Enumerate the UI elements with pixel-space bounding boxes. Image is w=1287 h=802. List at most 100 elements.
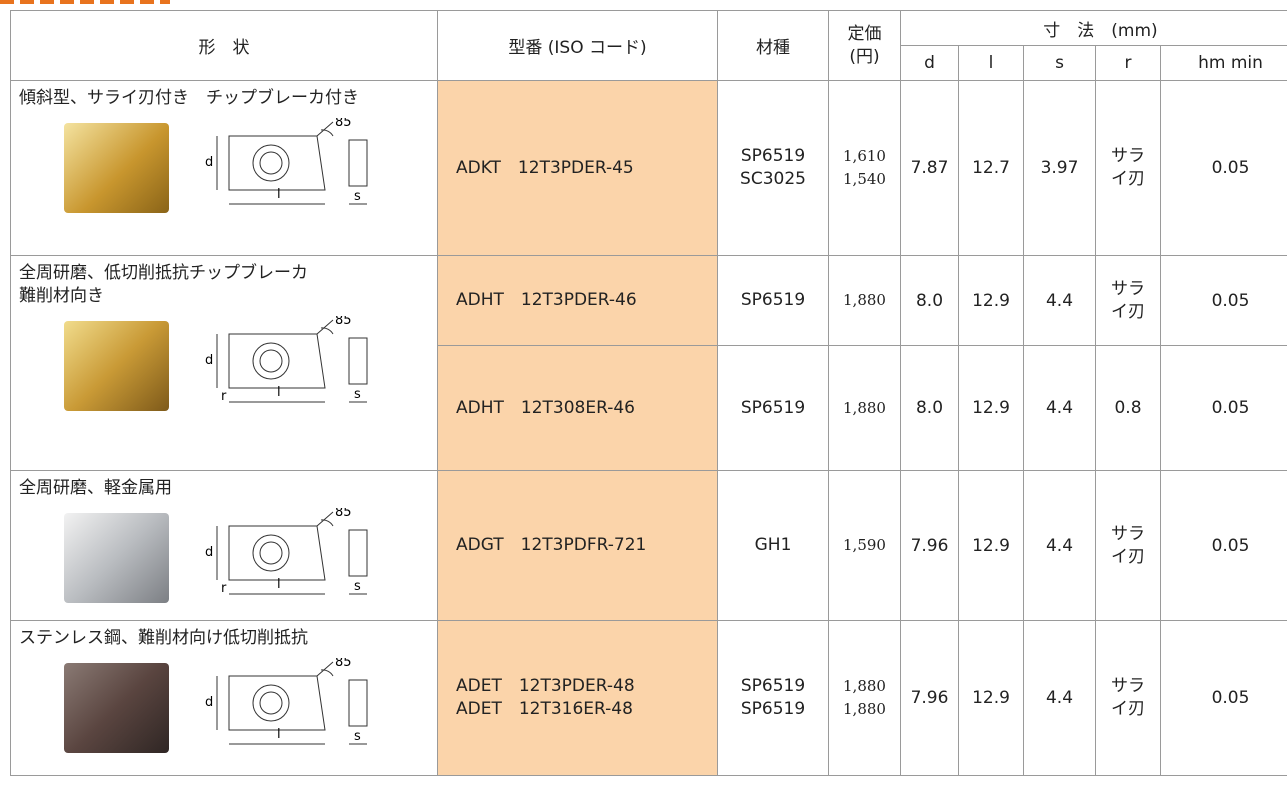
insert-drawing: 85˚ d l s r <box>205 508 368 596</box>
text: 1,880 <box>843 677 886 695</box>
model-cell: ADET 12T3PDER-48 ADET 12T316ER-48 <box>437 620 718 776</box>
text: ADHT 12T308ER-46 <box>456 397 635 418</box>
dim-l: 12.9 <box>958 470 1024 621</box>
drawing-line <box>252 342 290 380</box>
drawing-line <box>259 691 283 715</box>
text: イ刃 <box>1111 699 1145 719</box>
drawing-line <box>348 139 368 187</box>
insert-drawing: 85˚ d l s <box>205 658 368 745</box>
header-dims: 寸 法 (mm) <box>900 10 1287 46</box>
drawing-line <box>252 144 290 182</box>
drawing-line <box>316 511 334 527</box>
drawing-label: r <box>221 581 227 596</box>
text: 全周研磨、低切削抵抗チップブレーカ <box>19 263 308 283</box>
dim-d: 8.0 <box>900 345 959 471</box>
price-cell: 1,610 1,540 <box>828 80 901 256</box>
drawing-label: d <box>205 695 213 710</box>
drawing-label: s <box>354 579 361 594</box>
drawing-label: d <box>205 353 213 368</box>
text: ステンレス鋼、難削材向け低切削抵抗 <box>19 628 308 648</box>
dim-s: 3.97 <box>1023 80 1096 256</box>
dim-d: 7.87 <box>900 80 959 256</box>
drawing-line <box>252 684 290 722</box>
dim-hm: 0.05 <box>1160 80 1287 256</box>
table-row: 傾斜型、サライ刃付き チップブレーカ付き 85˚ d l s ADKT 12T3PDER-… <box>10 80 1287 256</box>
dim-l: 12.9 <box>958 255 1024 346</box>
insert-drawing: 85˚ d l s <box>205 118 368 205</box>
drawing-label: l <box>277 385 281 400</box>
header-model: 型番 (ISO コード) <box>437 10 718 81</box>
text: SP6519 <box>740 397 806 418</box>
dim-l: 12.9 <box>958 620 1024 776</box>
dim-r: サラ イ刃 <box>1095 255 1161 346</box>
dim-d: 7.96 <box>900 470 959 621</box>
grade-cell: SP6519 <box>717 255 829 346</box>
drawing-line <box>348 337 368 385</box>
drawing-label: r <box>221 389 227 404</box>
drawing-line <box>348 679 368 727</box>
text: SP6519 <box>740 146 806 166</box>
text: SP6519 <box>740 676 806 696</box>
insert-photo <box>64 321 169 411</box>
shape-cell: 全周研磨、軽金属用 85˚ d l s r <box>10 470 438 621</box>
drawing-line <box>316 121 334 137</box>
insert-photo <box>64 513 169 603</box>
dim-hm: 0.05 <box>1160 470 1287 621</box>
insert-table: 形 状 型番 (ISO コード) 材種 定価 (円) 寸 法 (mm) d l s r h… <box>10 10 1287 776</box>
drawing-label: 85˚ <box>335 118 358 130</box>
text: SC3025 <box>740 169 806 189</box>
dim-hm: 0.05 <box>1160 345 1287 471</box>
dim-s: 4.4 <box>1023 345 1096 471</box>
dim-d: 7.96 <box>900 620 959 776</box>
grade-cell: SP6519 SC3025 <box>717 80 829 256</box>
drawing-line <box>348 529 368 577</box>
table-row: 全周研磨、軽金属用 85˚ d l s r ADGT 12T3PDFR-721 GH1 1,59… <box>10 470 1287 621</box>
drawing-line <box>259 349 283 373</box>
text: 0.8 <box>1114 397 1142 418</box>
text: SP6519 <box>740 699 806 719</box>
dim-r: サラ イ刃 <box>1095 470 1161 621</box>
insert-photo <box>64 123 169 213</box>
drawing-line <box>228 525 326 581</box>
drawing-line <box>228 333 326 389</box>
shape-cell: ステンレス鋼、難削材向け低切削抵抗 85˚ d l s <box>10 620 438 776</box>
grade-cell: SP6519 SP6519 <box>717 620 829 776</box>
drawing-line <box>316 319 334 335</box>
header-price: 定価 (円) <box>828 10 901 81</box>
grade-cell: SP6519 <box>717 345 829 471</box>
drawing-label: s <box>354 729 361 744</box>
text: サラ <box>1111 146 1145 166</box>
drawing-label: 85˚ <box>335 658 358 670</box>
drawing-line <box>252 534 290 572</box>
drawing-label: l <box>277 577 281 592</box>
drawing-label: l <box>277 187 281 202</box>
text: ADGT 12T3PDFR-721 <box>456 535 647 555</box>
text: ADET 12T3PDER-48 <box>456 676 635 696</box>
insert-drawing: 85˚ d l s r <box>205 316 368 404</box>
drawing-line <box>259 151 283 175</box>
text: 1,880 <box>843 700 886 718</box>
dim-r: 0.8 <box>1095 345 1161 471</box>
header-dim: s <box>1023 45 1096 81</box>
shape-cell: 傾斜型、サライ刃付き チップブレーカ付き 85˚ d l s <box>10 80 438 256</box>
price-cell: 1,880 <box>828 255 901 346</box>
drawing-line <box>259 541 283 565</box>
header-shape: 形 状 <box>10 10 438 81</box>
header-grade: 材種 <box>717 10 829 81</box>
dim-s: 4.4 <box>1023 470 1096 621</box>
text: サラ <box>1111 278 1145 299</box>
table-row: ステンレス鋼、難削材向け低切削抵抗 85˚ d l s ADET 12T3PDER-48 A… <box>10 620 1287 776</box>
header-dim: hm min <box>1160 45 1287 81</box>
dim-hm: 0.05 <box>1160 620 1287 776</box>
text: ADET 12T316ER-48 <box>456 699 633 719</box>
dim-s: 4.4 <box>1023 620 1096 776</box>
figure: 85˚ d l s r <box>19 316 429 416</box>
model-cell: ADGT 12T3PDFR-721 <box>437 470 718 621</box>
model-cell: ADHT 12T308ER-46 <box>437 345 718 471</box>
price-cell: 1,880 <box>828 345 901 471</box>
model-cell: ADKT 12T3PDER-45 <box>437 80 718 256</box>
text: SP6519 <box>740 290 806 310</box>
drawing-label: d <box>205 155 213 170</box>
text: 1,880 <box>843 291 886 309</box>
dim-r: サラ イ刃 <box>1095 80 1161 256</box>
